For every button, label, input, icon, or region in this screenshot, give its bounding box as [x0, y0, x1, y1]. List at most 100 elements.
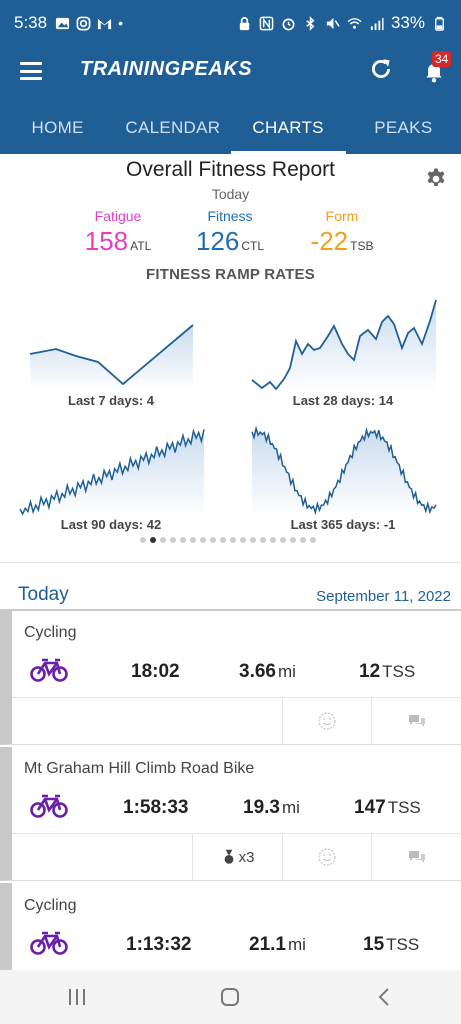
pager-dot[interactable] [140, 537, 146, 543]
form-value: -22 [310, 226, 349, 256]
peaks-medal-count: x3 [238, 848, 255, 866]
gallery-icon [56, 17, 70, 29]
home-icon [221, 988, 240, 1006]
ramp-chart-7-days[interactable] [28, 318, 196, 390]
pager-dot[interactable] [230, 537, 236, 543]
workout-tss-unit: TSS [387, 798, 421, 817]
app-bar: TRAININGPEAKS [0, 46, 461, 104]
workout-tss: 147 [354, 797, 386, 818]
section-divider [0, 562, 461, 563]
status-notification-icons: • [55, 15, 123, 31]
gmail-icon [98, 18, 112, 29]
more-notifications-dot-icon: • [118, 15, 123, 31]
rate-workout-cell[interactable] [282, 698, 371, 744]
comments-cell[interactable] [371, 698, 461, 744]
gear-icon[interactable] [424, 167, 448, 191]
chart-pager[interactable] [140, 537, 316, 545]
ramp-chart-90-days[interactable] [18, 420, 206, 516]
fitness-metric: Fitness 126 CTL [165, 208, 295, 257]
fitness-unit: CTL [241, 239, 265, 253]
system-nav-bar [0, 970, 461, 1024]
report-subtitle: Today [211, 186, 250, 202]
app-logo: TRAININGPEAKS [80, 58, 253, 80]
workout-card[interactable]: Cycling 1:13:32 21.1 mi 15 TSS [0, 883, 461, 970]
workout-duration: 1:13:32 [126, 934, 192, 955]
signal-icon [370, 17, 384, 30]
ramp-label-28-days: Last 28 days: 14 [292, 393, 394, 408]
smiley-icon[interactable] [317, 711, 337, 731]
ramp-chart-365-days[interactable] [250, 420, 438, 516]
rate-workout-cell[interactable] [282, 834, 371, 880]
mute-icon [326, 17, 340, 29]
form-metric: Form -22 TSB [277, 208, 407, 257]
menu-icon[interactable] [20, 62, 42, 80]
form-label: Form [325, 208, 359, 224]
workout-card[interactable]: Mt Graham Hill Climb Road Bike 1:58:33 1… [0, 747, 461, 881]
tab-peaks[interactable]: PEAKS [374, 118, 433, 137]
status-system-icons: 33% [237, 13, 447, 33]
pager-dot[interactable] [200, 537, 206, 543]
pager-dot[interactable] [150, 537, 156, 543]
workout-card[interactable]: Cycling 18:02 3.66 mi 12 TSS [0, 611, 461, 745]
workout-distance: 19.3 [243, 797, 280, 818]
pager-dot[interactable] [310, 537, 316, 543]
workout-tss-unit: TSS [382, 662, 416, 681]
recent-apps-button[interactable] [47, 977, 107, 1017]
bluetooth-icon [306, 15, 315, 31]
comments-cell[interactable] [371, 834, 461, 880]
home-button[interactable] [200, 977, 260, 1017]
bike-icon [30, 931, 68, 955]
fitness-label: Fitness [207, 208, 253, 224]
fatigue-unit: ATL [130, 239, 152, 253]
alarm-icon [282, 17, 295, 30]
pager-dot[interactable] [270, 537, 276, 543]
battery-icon [435, 16, 444, 31]
workout-duration: 18:02 [131, 661, 180, 682]
pager-dot[interactable] [220, 537, 226, 543]
pager-dot[interactable] [300, 537, 306, 543]
pager-dot[interactable] [290, 537, 296, 543]
pager-dot[interactable] [280, 537, 286, 543]
workout-distance-unit: mi [277, 662, 296, 681]
day-date[interactable]: September 11, 2022 [316, 588, 451, 605]
pager-dot[interactable] [250, 537, 256, 543]
pager-dot[interactable] [240, 537, 246, 543]
nfc-icon [259, 16, 274, 30]
back-button[interactable] [354, 977, 414, 1017]
medal-icon[interactable] [221, 847, 237, 867]
recent-apps-icon [68, 989, 85, 1005]
workout-title: Cycling [24, 897, 77, 914]
smiley-icon[interactable] [317, 847, 337, 867]
ramp-chart-28-days[interactable] [250, 296, 438, 392]
form-unit: TSB [350, 239, 374, 253]
comment-icon[interactable] [407, 847, 427, 867]
pager-dot[interactable] [170, 537, 176, 543]
pager-dot[interactable] [160, 537, 166, 543]
fitness-value: 126 [195, 226, 240, 256]
tab-calendar[interactable]: CALENDAR [125, 118, 221, 137]
day-heading: Today [18, 584, 69, 605]
comment-icon[interactable] [407, 711, 427, 731]
fatigue-metric: Fatigue 158 ATL [53, 208, 183, 257]
lock-icon [239, 16, 250, 30]
workout-title: Mt Graham Hill Climb Road Bike [24, 760, 255, 777]
workout-distance-unit: mi [287, 935, 306, 954]
ramp-rates-title: FITNESS RAMP RATES [146, 266, 315, 283]
pager-dot[interactable] [190, 537, 196, 543]
bell-icon[interactable] [421, 58, 447, 84]
refresh-icon[interactable] [368, 56, 394, 82]
workout-tss-unit: TSS [386, 935, 420, 954]
back-icon [378, 988, 389, 1006]
notification-badge[interactable]: 34 [432, 51, 452, 67]
fatigue-label: Fatigue [94, 208, 142, 224]
battery-percent: 33% [390, 13, 425, 32]
peaks-medal-cell[interactable]: x3 [192, 834, 282, 880]
pager-dot[interactable] [180, 537, 186, 543]
bike-icon [30, 794, 68, 818]
tab-charts[interactable]: CHARTS [230, 104, 346, 154]
main-tabs: HOME CALENDAR CHARTS PEAKS [0, 104, 461, 154]
tab-home[interactable]: HOME [31, 118, 84, 137]
pager-dot[interactable] [260, 537, 266, 543]
workout-tss: 15 [363, 934, 385, 955]
pager-dot[interactable] [210, 537, 216, 543]
